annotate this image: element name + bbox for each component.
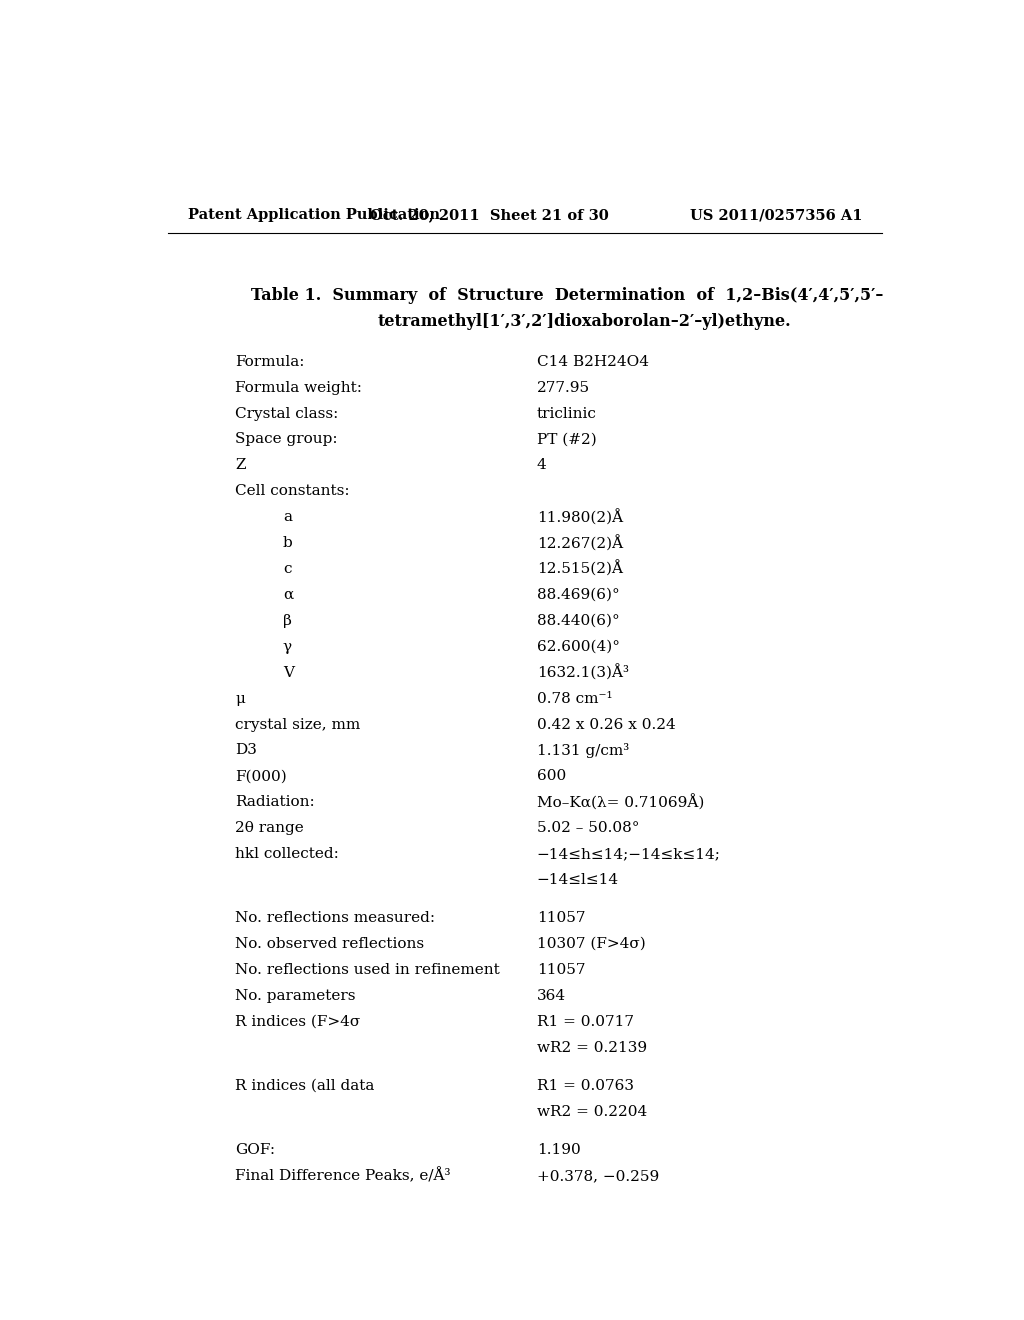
Text: 88.469(6)°: 88.469(6)° bbox=[537, 587, 620, 602]
Text: R1 = 0.0763: R1 = 0.0763 bbox=[537, 1078, 634, 1093]
Text: Oct. 20, 2011  Sheet 21 of 30: Oct. 20, 2011 Sheet 21 of 30 bbox=[370, 209, 608, 222]
Text: US 2011/0257356 A1: US 2011/0257356 A1 bbox=[689, 209, 862, 222]
Text: No. observed reflections: No. observed reflections bbox=[236, 937, 424, 952]
Text: c: c bbox=[283, 562, 291, 576]
Text: D3: D3 bbox=[236, 743, 257, 758]
Text: b: b bbox=[283, 536, 293, 550]
Text: R indices (F>4σ: R indices (F>4σ bbox=[236, 1015, 360, 1028]
Text: Table 1.  Summary  of  Structure  Determination  of  1,2–Bis(4′,4′,5′,5′–: Table 1. Summary of Structure Determinat… bbox=[251, 288, 884, 304]
Text: 12.515(2)Å: 12.515(2)Å bbox=[537, 561, 623, 577]
Text: 2θ range: 2θ range bbox=[236, 821, 304, 836]
Text: 0.42 x 0.26 x 0.24: 0.42 x 0.26 x 0.24 bbox=[537, 718, 676, 731]
Text: Formula:: Formula: bbox=[236, 355, 304, 368]
Text: 5.02 – 50.08°: 5.02 – 50.08° bbox=[537, 821, 639, 836]
Text: β: β bbox=[283, 614, 292, 628]
Text: 12.267(2)Å: 12.267(2)Å bbox=[537, 535, 623, 552]
Text: −14≤l≤14: −14≤l≤14 bbox=[537, 873, 618, 887]
Text: 1.190: 1.190 bbox=[537, 1143, 581, 1156]
Text: +0.378, −0.259: +0.378, −0.259 bbox=[537, 1168, 659, 1183]
Text: 4: 4 bbox=[537, 458, 547, 473]
Text: wR2 = 0.2204: wR2 = 0.2204 bbox=[537, 1105, 647, 1119]
Text: hkl collected:: hkl collected: bbox=[236, 847, 339, 861]
Text: 11057: 11057 bbox=[537, 911, 585, 925]
Text: 88.440(6)°: 88.440(6)° bbox=[537, 614, 620, 628]
Text: α: α bbox=[283, 587, 293, 602]
Text: GOF:: GOF: bbox=[236, 1143, 275, 1156]
Text: crystal size, mm: crystal size, mm bbox=[236, 718, 360, 731]
Text: 364: 364 bbox=[537, 989, 566, 1003]
Text: F(000): F(000) bbox=[236, 770, 287, 783]
Text: Formula weight:: Formula weight: bbox=[236, 380, 362, 395]
Text: V: V bbox=[283, 665, 294, 680]
Text: No. parameters: No. parameters bbox=[236, 989, 355, 1003]
Text: −14≤h≤14;−14≤k≤14;: −14≤h≤14;−14≤k≤14; bbox=[537, 847, 721, 861]
Text: Patent Application Publication: Patent Application Publication bbox=[187, 209, 439, 222]
Text: μ: μ bbox=[236, 692, 245, 706]
Text: 1.131 g/cm³: 1.131 g/cm³ bbox=[537, 743, 629, 758]
Text: wR2 = 0.2139: wR2 = 0.2139 bbox=[537, 1040, 647, 1055]
Text: Cell constants:: Cell constants: bbox=[236, 484, 350, 498]
Text: 600: 600 bbox=[537, 770, 566, 783]
Text: Mo–Kα(λ= 0.71069Å): Mo–Kα(λ= 0.71069Å) bbox=[537, 795, 705, 810]
Text: 62.600(4)°: 62.600(4)° bbox=[537, 640, 620, 653]
Text: 11.980(2)Å: 11.980(2)Å bbox=[537, 510, 623, 525]
Text: C14 B2H24O4: C14 B2H24O4 bbox=[537, 355, 649, 368]
Text: Final Difference Peaks, e/Å³: Final Difference Peaks, e/Å³ bbox=[236, 1168, 451, 1184]
Text: γ: γ bbox=[283, 640, 292, 653]
Text: R1 = 0.0717: R1 = 0.0717 bbox=[537, 1015, 634, 1028]
Text: 10307 (F>4σ): 10307 (F>4σ) bbox=[537, 937, 645, 952]
Text: 11057: 11057 bbox=[537, 964, 585, 977]
Text: Radiation:: Radiation: bbox=[236, 795, 315, 809]
Text: No. reflections measured:: No. reflections measured: bbox=[236, 911, 435, 925]
Text: 0.78 cm⁻¹: 0.78 cm⁻¹ bbox=[537, 692, 612, 706]
Text: triclinic: triclinic bbox=[537, 407, 597, 421]
Text: Z: Z bbox=[236, 458, 246, 473]
Text: PT (#2): PT (#2) bbox=[537, 433, 596, 446]
Text: No. reflections used in refinement: No. reflections used in refinement bbox=[236, 964, 500, 977]
Text: 1632.1(3)Å³: 1632.1(3)Å³ bbox=[537, 664, 629, 681]
Text: R indices (all data: R indices (all data bbox=[236, 1078, 375, 1093]
Text: 277.95: 277.95 bbox=[537, 380, 590, 395]
Text: Crystal class:: Crystal class: bbox=[236, 407, 339, 421]
Text: Space group:: Space group: bbox=[236, 433, 338, 446]
Text: tetramethyl[1′,3′,2′]dioxaborolan–2′–yl)ethyne.: tetramethyl[1′,3′,2′]dioxaborolan–2′–yl)… bbox=[378, 313, 792, 330]
Text: a: a bbox=[283, 511, 292, 524]
